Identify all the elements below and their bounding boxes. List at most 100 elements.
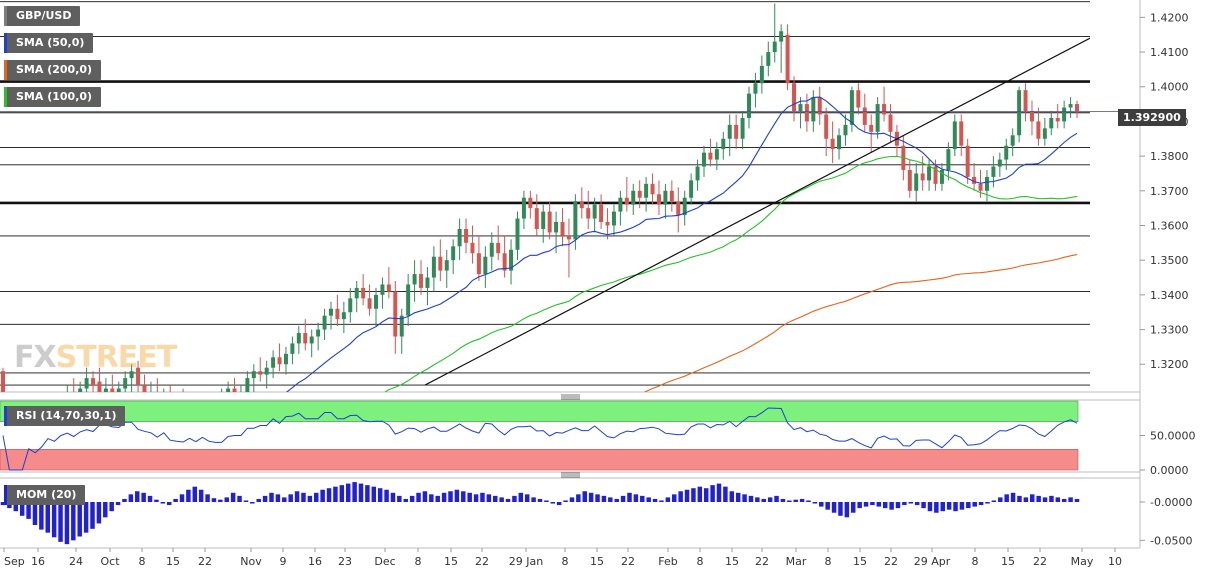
x-axis-tick-label: 29 Jan — [509, 555, 543, 568]
momentum-bar — [1023, 497, 1029, 502]
momentum-bar — [684, 489, 690, 502]
candle — [367, 284, 372, 316]
candle-body — [431, 256, 436, 278]
x-axis-tick-label: 22 — [475, 555, 489, 568]
candle-body — [1017, 90, 1022, 136]
candle — [438, 239, 443, 281]
momentum-bar — [505, 498, 511, 502]
candle — [708, 138, 713, 167]
sma50-label[interactable]: SMA (50,0) — [4, 33, 94, 53]
momentum-bar — [627, 492, 632, 502]
candle — [425, 267, 430, 306]
candle-body — [920, 173, 925, 181]
rsi-overbought-zone — [0, 400, 1079, 423]
candle — [927, 159, 932, 191]
momentum-bar — [537, 498, 543, 502]
candle-body — [695, 166, 700, 181]
momentum-bar — [595, 494, 600, 502]
candle-body — [547, 211, 552, 233]
momentum-bar — [819, 502, 824, 507]
momentum-bar — [39, 502, 44, 530]
momentum-bar — [831, 502, 837, 513]
candle — [779, 24, 784, 73]
candle — [1062, 100, 1067, 129]
sma100-line — [384, 155, 1078, 392]
candle — [150, 381, 152, 392]
candle-body — [271, 357, 276, 368]
x-axis-tick-label: 9 — [280, 555, 287, 568]
momentum-bar — [186, 489, 191, 502]
candle — [824, 107, 829, 157]
candle — [283, 346, 288, 375]
candle — [226, 381, 231, 392]
candle-body — [509, 249, 514, 271]
mom-label[interactable]: MOM (20) — [4, 485, 86, 505]
momentum-bar — [32, 502, 38, 525]
candle-body — [914, 173, 919, 191]
candle-body — [554, 222, 559, 233]
candle — [753, 72, 758, 108]
candle — [939, 163, 944, 191]
momentum-bar — [409, 495, 415, 502]
candle — [1042, 117, 1047, 146]
candle-body — [804, 104, 809, 122]
candle-body — [496, 242, 501, 254]
sma100-text: SMA (100,0) — [16, 90, 93, 103]
candle — [316, 322, 321, 351]
candle — [322, 308, 327, 340]
candle — [245, 371, 250, 392]
momentum-bar — [205, 494, 210, 502]
candle-body — [457, 228, 462, 247]
current-price-tag: 1.392900 — [1118, 109, 1186, 126]
rsi-resize-handle[interactable] — [561, 394, 580, 400]
price-panel-background — [0, 0, 1082, 392]
candle — [251, 364, 256, 392]
candle — [328, 301, 333, 330]
symbol-label[interactable]: GBP/USD — [4, 6, 81, 26]
momentum-bar — [198, 489, 204, 502]
candle — [1049, 111, 1054, 136]
rsi-label[interactable]: RSI (14,70,30,1) — [4, 406, 126, 426]
momentum-bar — [467, 492, 472, 502]
momentum-bar — [780, 498, 786, 502]
sma100-label[interactable]: SMA (100,0) — [4, 87, 102, 107]
candle — [464, 218, 469, 254]
mom-color-bar — [4, 485, 7, 505]
candle-body — [341, 312, 346, 320]
momentum-bar — [972, 502, 977, 507]
candle-body — [232, 388, 237, 392]
momentum-bar — [857, 502, 862, 509]
momentum-bar — [13, 502, 19, 512]
candle-body — [856, 90, 861, 108]
x-axis-tick-label: 23 — [338, 555, 352, 568]
momentum-bar — [326, 488, 332, 502]
candle-body — [714, 149, 719, 160]
candle-body — [277, 357, 282, 365]
momentum-bar — [895, 502, 901, 509]
x-axis-tick-label: Mar — [786, 555, 807, 568]
candle-body — [393, 291, 398, 337]
candle-body — [316, 329, 321, 337]
momentum-bar — [601, 495, 607, 502]
momentum-bar — [218, 499, 223, 502]
candle-body — [721, 138, 726, 150]
x-axis-tick-label: Dec — [374, 555, 395, 568]
momentum-bar — [269, 492, 274, 502]
x-axis-tick-label: 8 — [415, 555, 422, 568]
momentum-bar — [294, 491, 300, 502]
x-axis-tick-label: 16 — [308, 555, 322, 568]
momentum-bar — [473, 494, 479, 502]
mom-resize-handle[interactable] — [561, 472, 580, 478]
candle — [534, 194, 539, 236]
x-axis-tick-label: 22 — [755, 555, 769, 568]
momentum-bar — [934, 502, 939, 513]
candle — [399, 308, 404, 354]
candle — [747, 86, 752, 129]
candle-body — [515, 218, 520, 250]
candle-body — [361, 287, 366, 299]
sma200-label[interactable]: SMA (200,0) — [4, 60, 102, 80]
candle-body — [566, 235, 571, 240]
momentum-bar — [978, 502, 984, 506]
